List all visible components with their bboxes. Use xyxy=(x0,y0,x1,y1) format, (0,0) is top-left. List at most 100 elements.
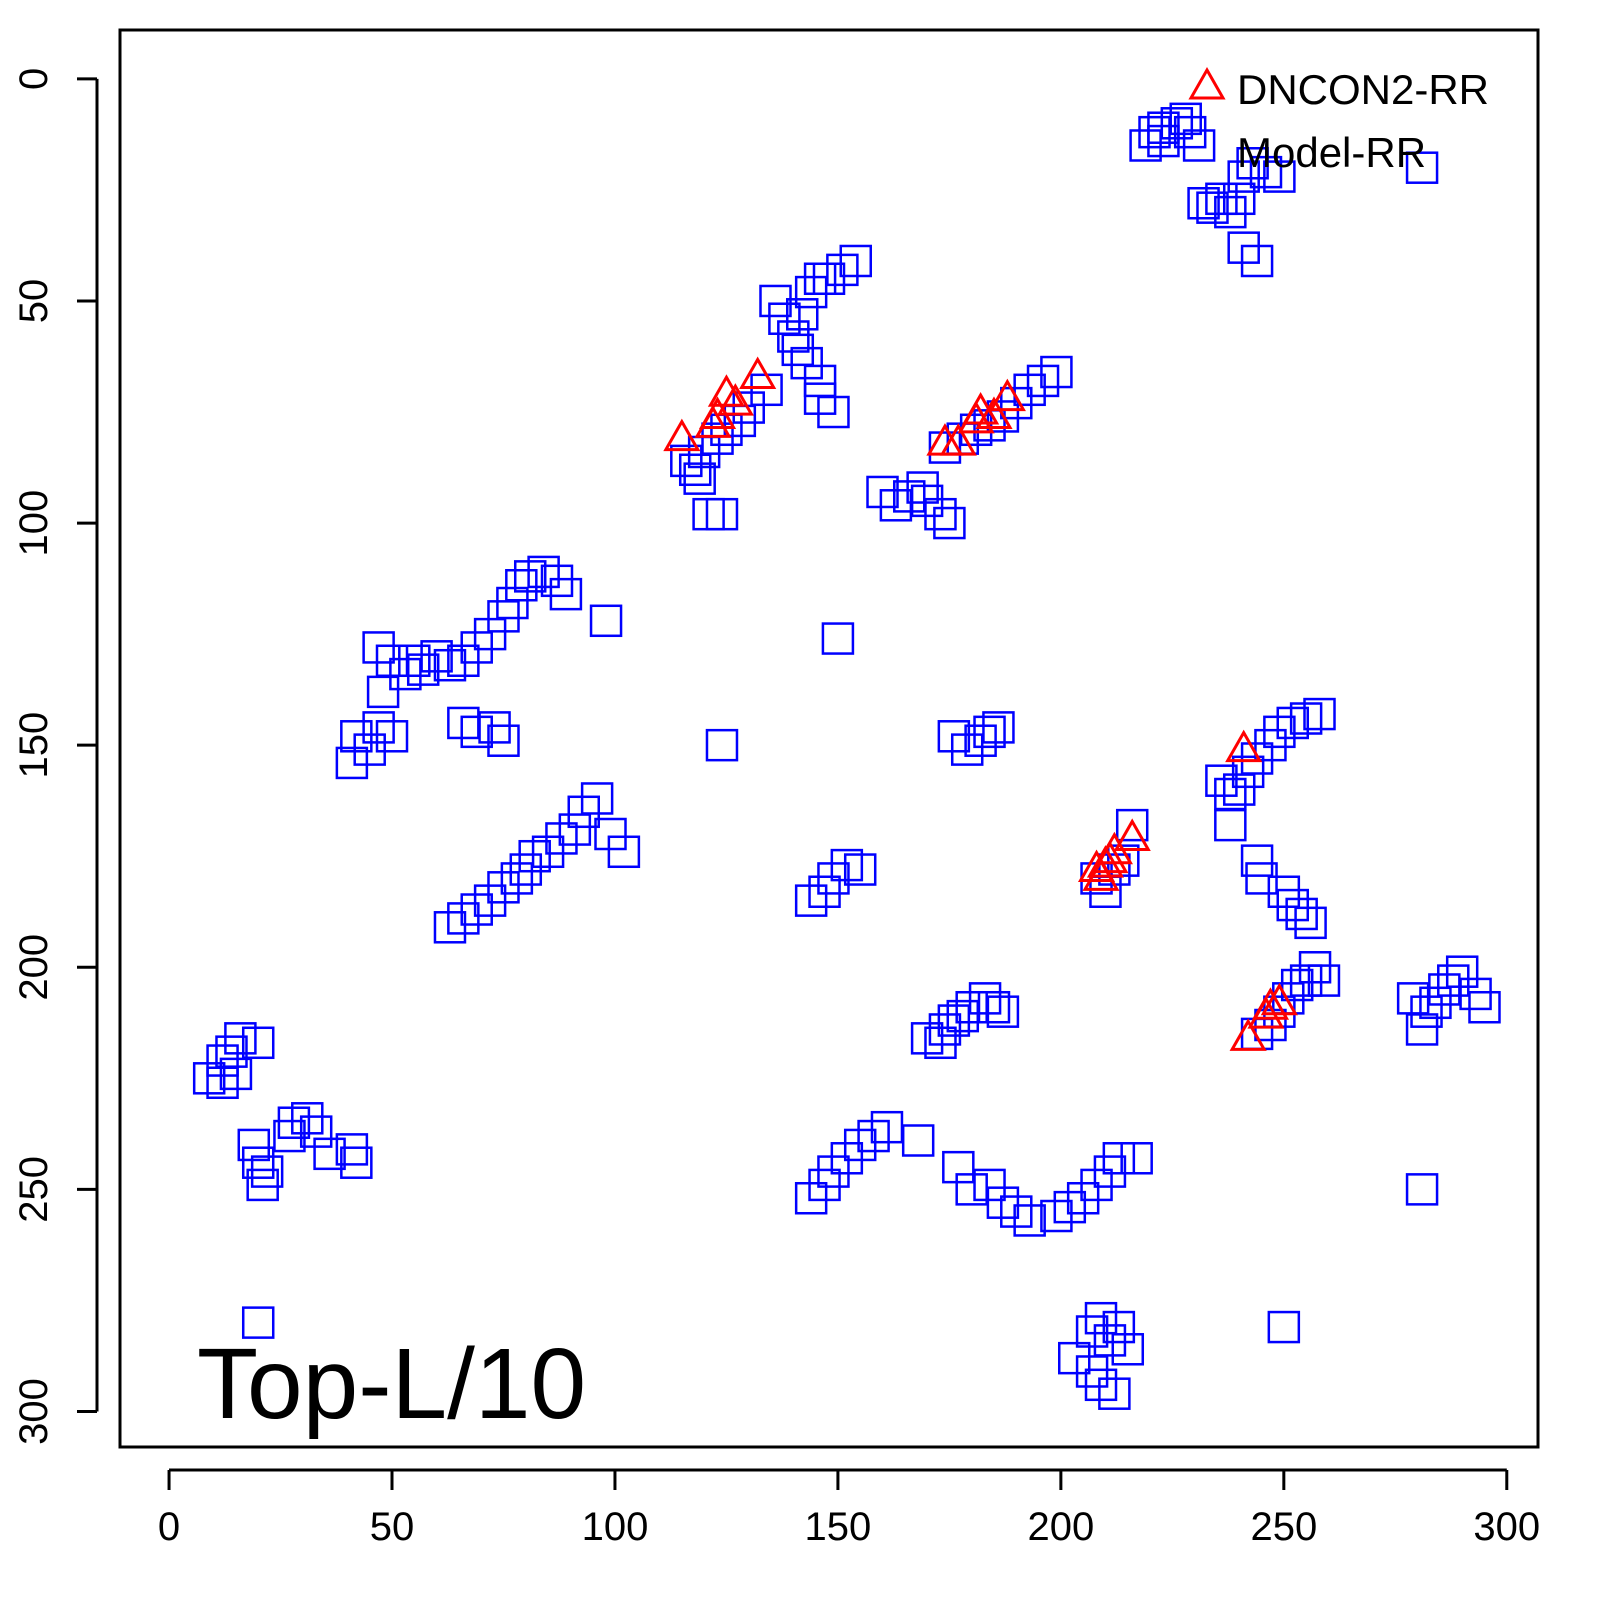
model-rr-point xyxy=(1249,155,1283,189)
model-rr-point xyxy=(1294,906,1327,940)
dncon2-rr-point xyxy=(663,418,701,452)
model-rr-point xyxy=(1227,160,1260,193)
model-rr-point xyxy=(1428,973,1461,1006)
model-rr-point xyxy=(1000,386,1033,420)
model-rr-point xyxy=(291,1102,324,1135)
model-rr-point xyxy=(433,911,467,944)
model-rr-point xyxy=(826,253,859,287)
model-rr-point xyxy=(447,644,480,678)
model-rr-point xyxy=(1040,1199,1073,1233)
model-rr-point xyxy=(1459,977,1492,1011)
model-rr-point xyxy=(1437,964,1470,997)
x-tick-label: 150 xyxy=(805,1505,872,1549)
y-tick-label: 150 xyxy=(12,712,56,779)
model-rr-point xyxy=(901,1124,935,1157)
dncon2-rr-point xyxy=(707,374,746,407)
model-rr-point xyxy=(1231,755,1265,789)
model-rr-point xyxy=(705,497,739,531)
model-rr-point xyxy=(1115,808,1149,842)
model-rr-point xyxy=(447,706,480,740)
legend-triangle-icon xyxy=(1188,66,1226,100)
y-tick-label: 250 xyxy=(12,1156,56,1223)
model-rr-point xyxy=(1187,186,1220,220)
model-rr-point xyxy=(1080,1168,1113,1202)
model-rr-point xyxy=(982,711,1015,744)
model-rr-point xyxy=(924,497,957,531)
model-rr-point xyxy=(705,728,739,762)
model-rr-point xyxy=(496,586,529,620)
model-rr-point xyxy=(1245,862,1278,895)
model-rr-point xyxy=(1066,1181,1100,1215)
model-rr-point xyxy=(986,400,1020,433)
legend: DNCON2-RR Model-RR xyxy=(1188,66,1489,176)
model-rr-point xyxy=(1263,715,1296,749)
model-rr-point xyxy=(513,560,547,593)
model-rr-point xyxy=(558,813,592,846)
model-rr-point xyxy=(1227,231,1260,264)
model-rr-point xyxy=(241,1306,275,1339)
dncon2-rr-point xyxy=(1260,982,1298,1016)
model-rr-point xyxy=(692,497,725,531)
model-rr-point xyxy=(192,1062,226,1095)
model-rr-point xyxy=(478,711,511,744)
model-rr-point xyxy=(1254,728,1287,762)
model-rr-point xyxy=(1129,129,1162,162)
model-rr-point xyxy=(375,720,409,753)
model-rr-point xyxy=(447,902,480,935)
model-rr-point xyxy=(1236,147,1269,180)
model-rr-point xyxy=(750,373,783,407)
model-rr-point xyxy=(817,395,850,429)
model-rr-point xyxy=(1263,160,1296,193)
model-rr-point xyxy=(1303,697,1336,731)
model-rr-point xyxy=(1267,875,1301,908)
model-rr-point xyxy=(986,1186,1020,1219)
model-rr-point xyxy=(937,720,971,753)
model-rr-point xyxy=(545,822,578,855)
model-rr-point xyxy=(505,569,538,602)
model-rr-point xyxy=(670,444,703,478)
model-rr-point xyxy=(1276,706,1309,740)
model-rr-point xyxy=(531,835,565,869)
y-tick-label: 200 xyxy=(12,934,56,1001)
model-rr-point xyxy=(549,577,583,611)
model-rr-point xyxy=(589,604,623,638)
model-rr-point xyxy=(219,1057,253,1091)
model-rr-point xyxy=(206,1066,239,1100)
dncon2-rr-point xyxy=(1251,987,1290,1020)
model-rr-point xyxy=(928,1013,962,1046)
model-rr-point xyxy=(1205,764,1238,797)
model-rr-point xyxy=(500,862,534,895)
model-rr-point xyxy=(1196,191,1229,224)
dncon2-rr-series xyxy=(663,356,1298,1051)
dncon2-rr-point xyxy=(939,423,977,456)
model-rr-point xyxy=(843,853,877,886)
legend-label-dncon2: DNCON2-RR xyxy=(1237,66,1489,113)
model-rr-point xyxy=(460,715,493,749)
model-rr-point xyxy=(487,724,520,757)
model-rr-point xyxy=(812,262,846,296)
model-rr-point xyxy=(206,1044,239,1077)
model-rr-point xyxy=(986,995,1020,1028)
model-rr-point xyxy=(857,1119,890,1153)
model-rr-point xyxy=(398,644,431,678)
model-rr-point xyxy=(683,462,716,495)
model-rr-point xyxy=(937,1004,971,1037)
y-tick-label: 50 xyxy=(12,279,56,324)
model-rr-point xyxy=(781,333,815,367)
model-rr-point xyxy=(866,475,899,509)
model-rr-point xyxy=(340,720,373,753)
model-rr-point xyxy=(1405,1173,1439,1206)
x-axis: 0 50 100 150 200 250 300 xyxy=(158,1468,1540,1549)
model-rr-point xyxy=(803,364,837,398)
model-rr-point xyxy=(460,893,493,926)
plot-frame xyxy=(118,28,1540,1449)
model-rr-point xyxy=(473,617,507,651)
model-rr-point xyxy=(1205,182,1238,216)
model-rr-point xyxy=(1289,964,1323,997)
model-rr-point xyxy=(803,262,837,296)
dncon2-rr-point xyxy=(739,356,777,389)
model-rr-point xyxy=(933,506,966,540)
model-rr-point xyxy=(1111,1333,1145,1366)
model-rr-point xyxy=(607,835,641,869)
